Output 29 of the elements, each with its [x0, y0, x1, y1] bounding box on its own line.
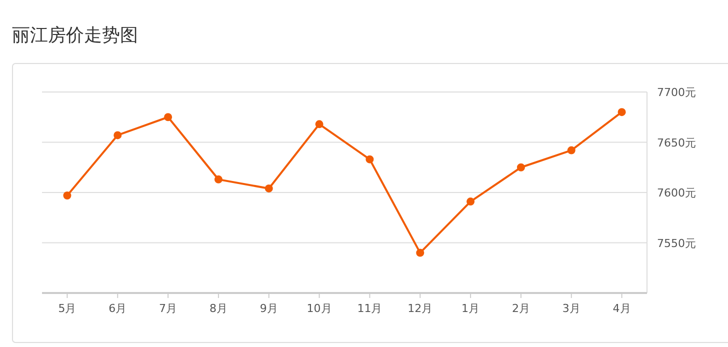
x-tick-label: 1月 [462, 302, 480, 315]
x-tick-label: 2月 [512, 302, 530, 315]
x-tick-label: 7月 [159, 302, 178, 315]
x-tick-label: 6月 [108, 302, 127, 315]
point [264, 184, 273, 192]
point [315, 120, 324, 128]
point [114, 131, 122, 140]
x-tick-label: 11月 [357, 302, 382, 315]
point [466, 198, 475, 206]
point [63, 192, 72, 200]
y-tick-label: 7700元 [657, 86, 696, 99]
chart-title: 丽江房价走势图 [12, 25, 138, 46]
x-tick-label: 12月 [408, 302, 433, 315]
point [416, 248, 424, 257]
x-tick-label: 5月 [58, 302, 76, 315]
point [567, 146, 576, 154]
x-tick-label: 9月 [260, 302, 278, 315]
y-tick-label: 7650元 [657, 136, 696, 150]
point [516, 163, 525, 172]
point [164, 113, 172, 122]
point [618, 108, 626, 116]
y-tick-label: 7600元 [657, 186, 696, 200]
x-tick-label: 4月 [612, 302, 631, 315]
x-tick-label: 10月 [306, 302, 332, 315]
x-tick-label: 8月 [209, 302, 228, 315]
y-tick-label: 7550元 [657, 236, 696, 250]
point [214, 175, 222, 184]
point [366, 155, 374, 164]
x-tick-label: 3月 [562, 302, 580, 315]
